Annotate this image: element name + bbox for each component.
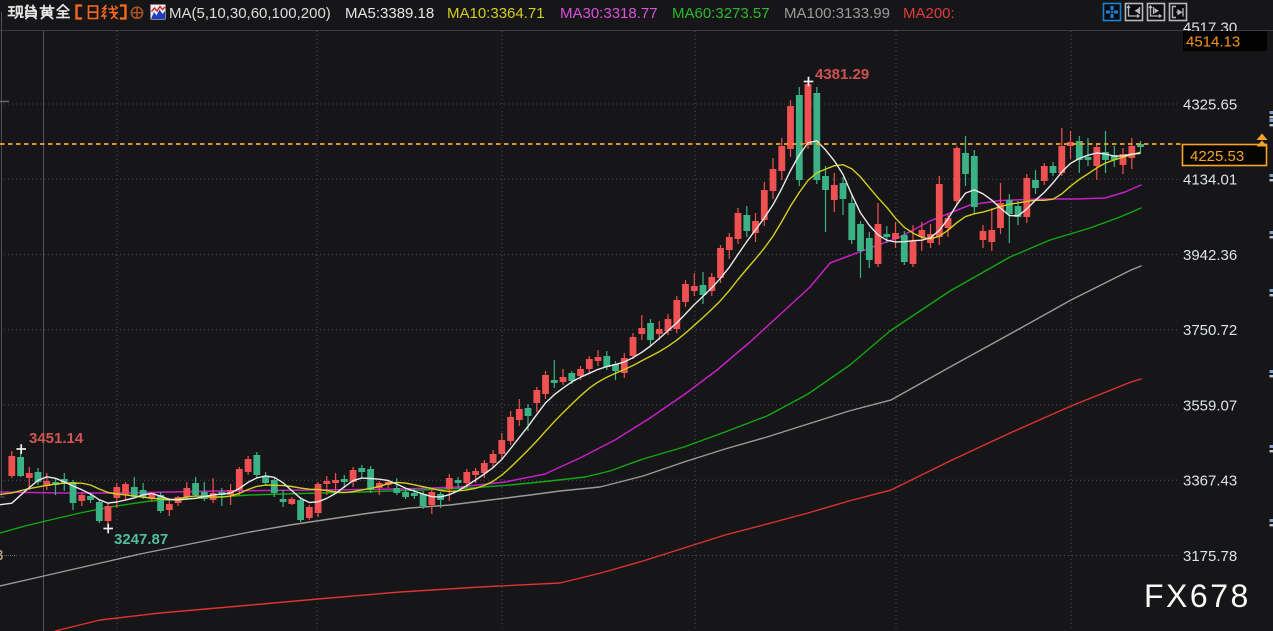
svg-text:MA100:3133.99: MA100:3133.99 xyxy=(784,5,890,22)
svg-text:4134.01: 4134.01 xyxy=(1183,172,1237,189)
svg-text:3942.36: 3942.36 xyxy=(1183,247,1237,264)
svg-text:3451.14: 3451.14 xyxy=(29,430,84,447)
svg-text:3559.07: 3559.07 xyxy=(1183,397,1237,414)
svg-text:MA10:3364.71: MA10:3364.71 xyxy=(447,5,545,22)
svg-text:MA(5,10,30,60,100,200): MA(5,10,30,60,100,200) xyxy=(169,5,331,22)
svg-text:4325.65: 4325.65 xyxy=(1183,96,1237,113)
svg-text:4381.29: 4381.29 xyxy=(815,66,869,83)
svg-text:3175.78: 3175.78 xyxy=(1183,548,1237,565)
svg-text:MA5:3389.18: MA5:3389.18 xyxy=(345,5,434,22)
svg-text:3750.72: 3750.72 xyxy=(1183,322,1237,339)
svg-text:3367.43: 3367.43 xyxy=(1183,473,1237,490)
svg-text:MA200:: MA200: xyxy=(903,5,955,22)
svg-text:3: 3 xyxy=(0,547,3,564)
svg-text:MA30:3318.77: MA30:3318.77 xyxy=(560,5,658,22)
svg-text:3247.87: 3247.87 xyxy=(114,531,168,548)
svg-text:4225.53: 4225.53 xyxy=(1190,148,1244,165)
svg-text:MA60:3273.57: MA60:3273.57 xyxy=(672,5,770,22)
svg-text:FX678: FX678 xyxy=(1144,578,1251,614)
svg-text:4514.13: 4514.13 xyxy=(1186,34,1240,51)
